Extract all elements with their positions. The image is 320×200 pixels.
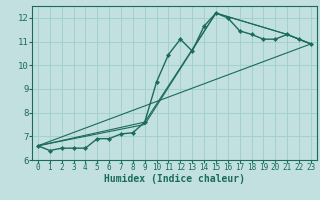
X-axis label: Humidex (Indice chaleur): Humidex (Indice chaleur): [104, 174, 245, 184]
